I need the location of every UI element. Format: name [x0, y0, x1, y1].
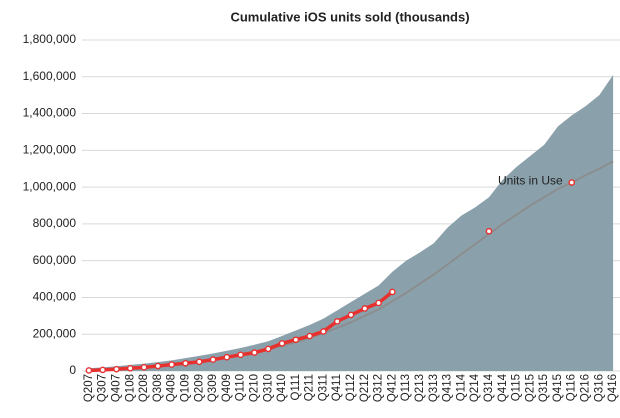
- point: [99, 366, 106, 374]
- y-tick-label: 200,000: [33, 326, 77, 340]
- x-tick-label: Q209: [193, 374, 205, 402]
- x-tick-label: Q113: [400, 374, 412, 401]
- point: [209, 356, 217, 363]
- y-tick-label: 1,000,000: [23, 179, 77, 193]
- x-tick-label: Q207: [83, 374, 95, 402]
- point: [182, 359, 189, 367]
- point: [389, 288, 396, 296]
- line-label: Units in Use: [498, 174, 563, 188]
- y-tick-label: 800,000: [33, 216, 77, 230]
- x-tick-label: Q307: [97, 374, 109, 402]
- y-tick-label: 1,800,000: [23, 32, 77, 46]
- point: [361, 305, 369, 312]
- point: [375, 299, 382, 307]
- x-tick-label: Q415: [552, 374, 564, 402]
- point: [154, 362, 162, 370]
- point: [264, 345, 272, 353]
- x-tick-label: Q116: [566, 374, 578, 401]
- point: [485, 227, 493, 235]
- area: [88, 74, 614, 371]
- y-tick-label: 1,600,000: [23, 69, 77, 83]
- x-tick-label: Q413: [442, 374, 454, 402]
- point: [195, 358, 203, 366]
- y-tick-label: 600,000: [33, 253, 77, 267]
- x-tick-label: Q212: [359, 374, 371, 402]
- x-tick-label: Q412: [386, 374, 398, 402]
- x-tick-label: Q311: [317, 374, 329, 401]
- x-tick-label: Q308: [152, 374, 164, 402]
- point: [85, 367, 93, 374]
- point: [223, 353, 231, 361]
- x-tick-label: Q214: [469, 373, 481, 402]
- x-tick-label: Q215: [524, 374, 536, 402]
- point: [320, 328, 327, 335]
- point: [306, 332, 313, 340]
- x-tick-label: Q109: [179, 374, 191, 402]
- point: [278, 340, 286, 347]
- x-tick-label: Q111: [290, 374, 302, 400]
- x-tick-label: Q416: [607, 374, 619, 402]
- point: [251, 349, 258, 356]
- y-tick-label: 1,400,000: [23, 106, 77, 120]
- point: [126, 364, 134, 372]
- point: [113, 365, 120, 373]
- y-tick-label: 1,200,000: [23, 143, 77, 157]
- x-tick-label: Q408: [166, 374, 178, 402]
- point: [168, 361, 175, 368]
- y-tick-label: 0: [69, 363, 76, 377]
- point: [292, 336, 300, 344]
- point: [347, 311, 355, 319]
- x-tick-label: Q316: [593, 374, 605, 402]
- x-tick-label: Q210: [248, 374, 260, 402]
- x-tick-label: Q309: [207, 374, 219, 402]
- x-tick-label: Q414: [497, 373, 509, 402]
- x-tick-label: Q314: [483, 373, 495, 402]
- x-tick-label: Q112: [345, 374, 357, 401]
- x-tick-label: Q211: [304, 374, 316, 401]
- chart-title: Cumulative iOS units sold (thousands): [230, 9, 469, 24]
- point: [333, 318, 341, 325]
- x-tick-label: Q315: [538, 374, 550, 402]
- x-tick-label: Q108: [124, 374, 136, 402]
- x-tick-label: Q115: [511, 374, 523, 401]
- x-tick-label: Q312: [373, 374, 385, 402]
- y-tick-label: 400,000: [33, 290, 77, 304]
- x-tick-label: Q216: [580, 374, 592, 402]
- x-tick-label: Q110: [235, 374, 247, 401]
- point: [568, 179, 576, 186]
- x-tick-label: Q313: [428, 374, 440, 402]
- point: [140, 364, 148, 371]
- x-tick-label: Q409: [221, 374, 233, 402]
- x-tick-label: Q407: [111, 374, 123, 402]
- x-tick-label: Q411: [331, 374, 343, 401]
- x-tick-label: Q410: [276, 374, 288, 402]
- x-tick-label: Q213: [414, 374, 426, 402]
- point: [237, 351, 244, 359]
- x-tick-label: Q114: [455, 373, 467, 401]
- x-tick-label: Q208: [138, 374, 150, 402]
- x-tick-label: Q310: [262, 374, 274, 402]
